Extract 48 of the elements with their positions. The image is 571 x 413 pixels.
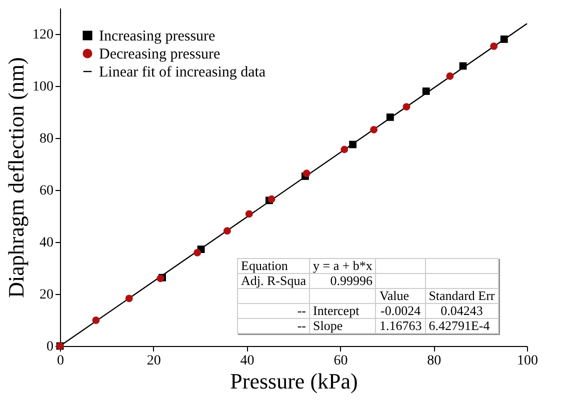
y-tick-label: 100 <box>32 80 54 94</box>
annotation: Adj. R-Squa <box>238 273 310 288</box>
annotation: 0.04243 <box>425 303 498 318</box>
annotation: -- <box>238 318 310 334</box>
x-tick-label: 20 <box>146 354 161 368</box>
annotation: 0.99996 <box>310 273 376 288</box>
y-tick-label: 120 <box>32 28 54 42</box>
point <box>245 210 253 218</box>
point <box>340 146 348 154</box>
x-tick-label: 100 <box>517 354 538 368</box>
point <box>370 126 378 134</box>
point <box>500 35 508 43</box>
point <box>194 248 202 256</box>
annotation: y = a + b*x <box>310 258 376 274</box>
point <box>349 140 357 148</box>
point <box>268 195 276 203</box>
annotation: 1.16763 <box>376 318 426 334</box>
point <box>402 103 410 110</box>
annotation: Equation <box>238 258 310 274</box>
annotation: Value <box>376 288 426 304</box>
point <box>92 316 100 324</box>
point <box>446 72 454 80</box>
point <box>490 42 498 50</box>
legend-label: Increasing pressure <box>99 28 216 44</box>
annotation: Slope <box>310 318 376 334</box>
point <box>386 113 394 121</box>
x-tick-label: 60 <box>334 354 348 368</box>
annotation: Standard Err <box>425 288 498 304</box>
x-tick-label: 40 <box>240 354 254 368</box>
point <box>422 87 430 95</box>
y-axis-title: Diaphragm deflection (nm) <box>4 57 28 298</box>
y-tick-label: 80 <box>40 132 54 146</box>
y-tick-label: 20 <box>40 288 54 302</box>
x-axis-title: Pressure (kPa) <box>230 368 358 394</box>
annotation: -- <box>238 303 310 318</box>
y-tick-label: 40 <box>40 236 54 250</box>
x-tick-label: 80 <box>427 354 442 368</box>
legend-label: Linear fit of increasing data <box>99 64 266 80</box>
y-tick-label: 0 <box>46 340 54 354</box>
y-tick-label: 60 <box>40 184 54 198</box>
x-tick-label: 0 <box>57 354 64 368</box>
point <box>125 294 133 302</box>
annotation: Intercept <box>310 303 376 318</box>
legend-label: Decreasing pressure <box>99 46 221 62</box>
point <box>223 227 231 235</box>
annotation: -0.0024 <box>376 303 426 318</box>
annotation: 6.42791E-4 <box>425 318 498 334</box>
point <box>302 170 310 178</box>
